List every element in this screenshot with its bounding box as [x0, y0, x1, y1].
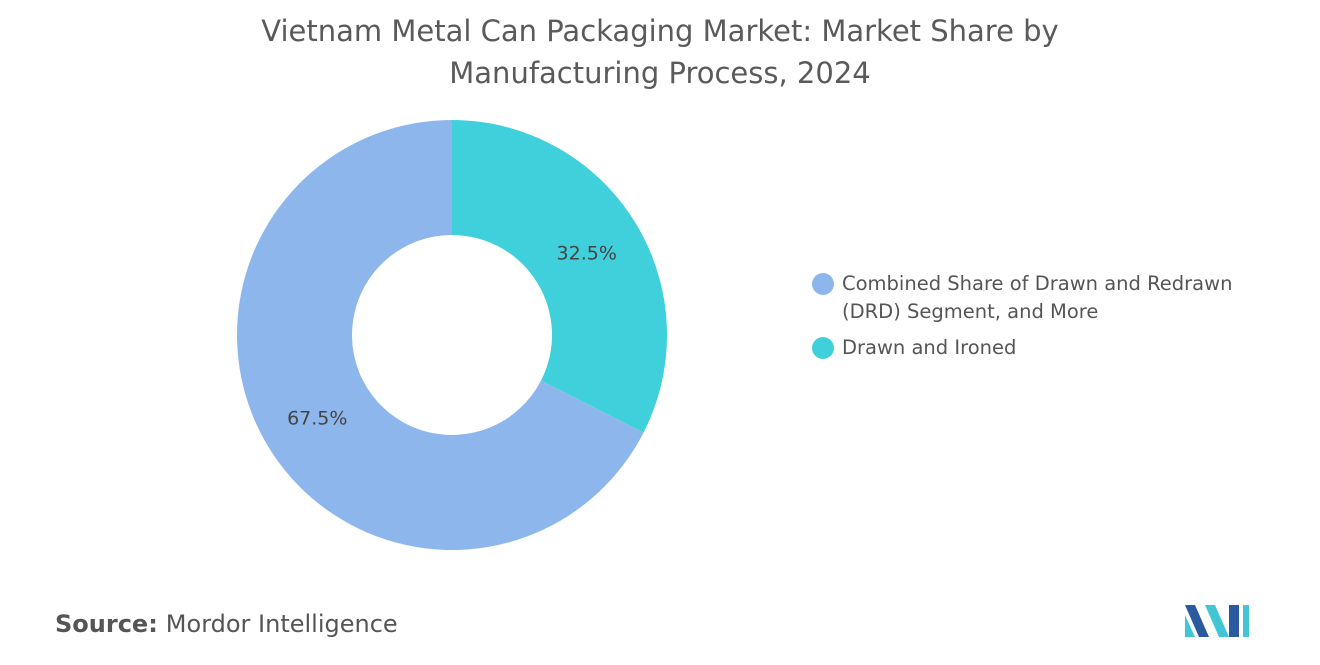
- legend-label: Drawn and Ironed: [842, 336, 1017, 359]
- value-label: 67.5%: [287, 408, 347, 430]
- legend-label: Combined Share of Drawn and Redrawn (DRD…: [842, 272, 1233, 323]
- legend-swatch: [812, 337, 834, 359]
- chart-title: Vietnam Metal Can Packaging Market: Mark…: [261, 14, 1059, 90]
- legend-item: Drawn and Ironed: [812, 334, 1252, 362]
- slice: [237, 120, 644, 550]
- value-label: 32.5%: [557, 242, 617, 264]
- logo: [1185, 605, 1249, 637]
- legend-item: Combined Share of Drawn and Redrawn (DRD…: [812, 270, 1252, 326]
- source-label: Source:: [55, 610, 158, 638]
- source-text: Mordor Intelligence: [165, 610, 398, 638]
- source: Source: Mordor Intelligence: [55, 610, 398, 638]
- slice: [452, 120, 668, 433]
- legend-swatch: [812, 273, 834, 295]
